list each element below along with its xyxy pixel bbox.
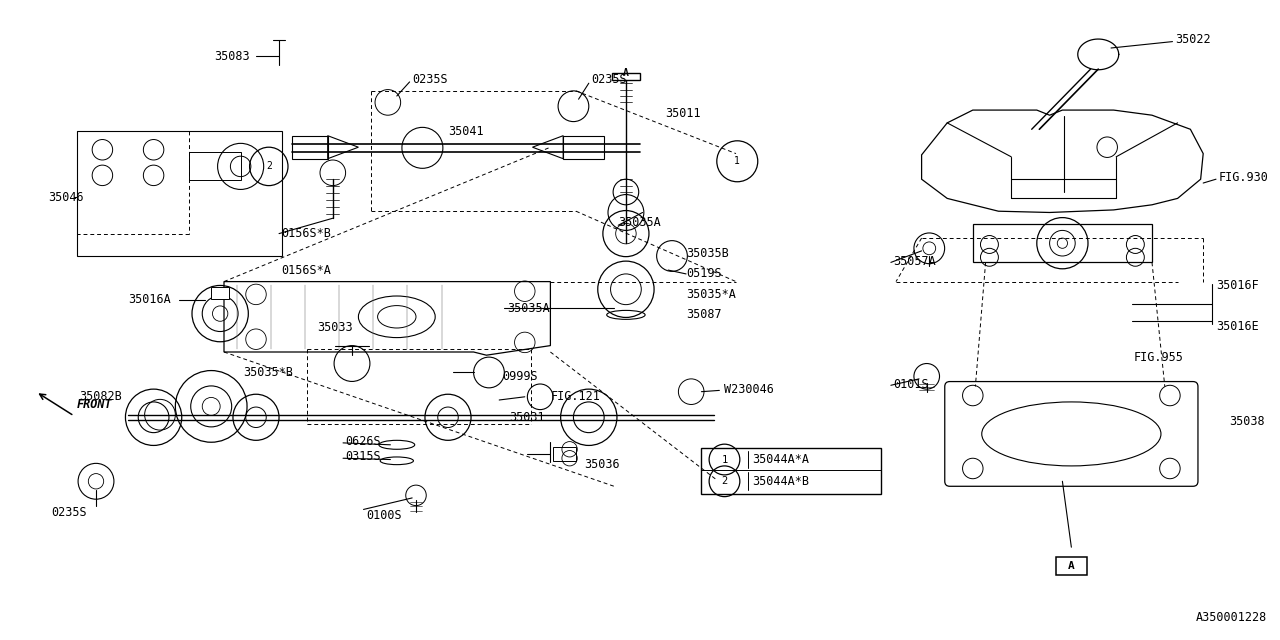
Text: 35087: 35087 bbox=[686, 308, 722, 321]
Text: 0156S*A: 0156S*A bbox=[282, 264, 332, 276]
Text: 35038: 35038 bbox=[1229, 415, 1265, 428]
Text: 35082B: 35082B bbox=[79, 390, 122, 403]
Text: 35033: 35033 bbox=[317, 321, 353, 334]
Bar bbox=[211, 287, 229, 299]
Bar bbox=[612, 73, 640, 80]
Text: 35035A: 35035A bbox=[507, 302, 549, 315]
Text: 35016F: 35016F bbox=[1216, 279, 1258, 292]
Bar bbox=[973, 224, 1152, 262]
Text: 35083: 35083 bbox=[214, 50, 250, 63]
Text: 0315S: 0315S bbox=[346, 451, 381, 463]
Text: 35031: 35031 bbox=[509, 411, 545, 424]
Bar bbox=[189, 152, 241, 180]
Bar bbox=[553, 447, 576, 461]
Text: A: A bbox=[623, 68, 628, 78]
Text: A: A bbox=[1068, 561, 1075, 572]
Text: 35036: 35036 bbox=[584, 458, 620, 471]
Text: 35046: 35046 bbox=[49, 191, 84, 204]
Text: 0100S: 0100S bbox=[366, 509, 402, 522]
Text: 0235S: 0235S bbox=[591, 73, 627, 86]
Text: 2: 2 bbox=[722, 476, 727, 486]
Bar bbox=[701, 448, 881, 494]
Text: 35044A*A: 35044A*A bbox=[753, 453, 810, 466]
Bar bbox=[292, 136, 328, 159]
Text: 35041: 35041 bbox=[448, 125, 484, 138]
Text: 1: 1 bbox=[735, 156, 740, 166]
Text: 35011: 35011 bbox=[666, 108, 701, 120]
Text: 35044A*B: 35044A*B bbox=[753, 475, 810, 488]
Text: 0999S: 0999S bbox=[502, 370, 538, 383]
Text: 35035*A: 35035*A bbox=[686, 288, 736, 301]
Bar bbox=[1056, 557, 1087, 575]
Text: 2: 2 bbox=[266, 161, 271, 172]
Text: FIG.121: FIG.121 bbox=[550, 390, 600, 403]
Text: 0101S: 0101S bbox=[893, 378, 929, 390]
Text: FIG.955: FIG.955 bbox=[1134, 351, 1184, 364]
Bar bbox=[563, 136, 604, 159]
Text: 35057A: 35057A bbox=[893, 255, 936, 268]
Text: 35016A: 35016A bbox=[128, 293, 170, 306]
Text: A350001228: A350001228 bbox=[1196, 611, 1267, 624]
Text: FRONT: FRONT bbox=[77, 398, 113, 411]
FancyBboxPatch shape bbox=[945, 381, 1198, 486]
Text: 0235S: 0235S bbox=[412, 73, 448, 86]
Text: 35035A: 35035A bbox=[618, 216, 660, 229]
Text: 35016E: 35016E bbox=[1216, 320, 1258, 333]
Bar bbox=[77, 131, 282, 256]
Text: 0626S: 0626S bbox=[346, 435, 381, 448]
Text: 1: 1 bbox=[722, 454, 727, 465]
Text: FIG.930: FIG.930 bbox=[1219, 172, 1268, 184]
Text: 0156S*B: 0156S*B bbox=[282, 227, 332, 240]
Text: W230046: W230046 bbox=[724, 383, 774, 396]
Text: 0235S: 0235S bbox=[51, 506, 87, 518]
Text: 35022: 35022 bbox=[1175, 33, 1211, 46]
Text: 35035*B: 35035*B bbox=[243, 366, 293, 379]
Text: 35035B: 35035B bbox=[686, 247, 728, 260]
Text: 0519S: 0519S bbox=[686, 268, 722, 280]
